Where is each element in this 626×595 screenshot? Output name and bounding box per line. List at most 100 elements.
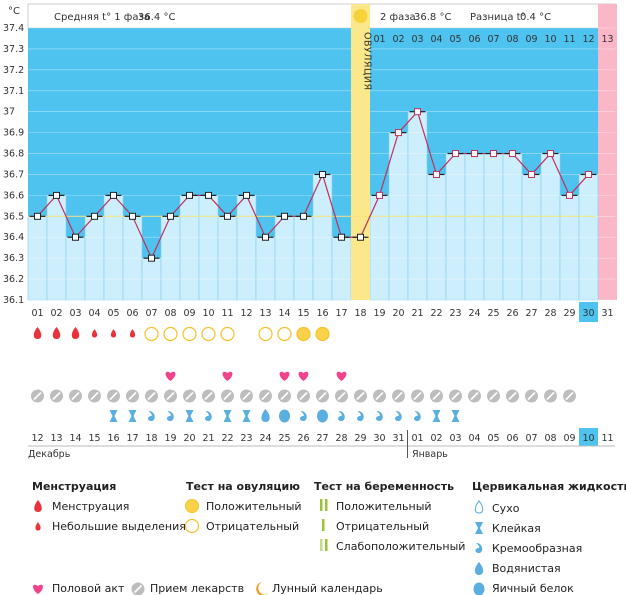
phase2-day-label: 04 — [430, 34, 442, 45]
x-day-label: 03 — [69, 308, 81, 319]
pink-column-label: 13 — [601, 34, 613, 45]
y-tick-label: 36.4 — [3, 232, 24, 243]
temp-bar — [331, 236, 352, 301]
pill-slash — [261, 391, 270, 401]
x-day-label: 25 — [487, 308, 499, 319]
cervical-creamy-icon — [394, 411, 402, 422]
month-right-label: Январь — [412, 449, 448, 460]
calendar-date-label: 28 — [335, 433, 347, 444]
calendar-date-label: 09 — [563, 433, 575, 444]
legend-menstruation-icon — [34, 500, 42, 512]
pill-slash — [508, 391, 517, 401]
intercourse-heart-icon — [298, 371, 309, 381]
y-tick-label: 37.2 — [3, 65, 24, 76]
calendar-date-label: 05 — [487, 433, 499, 444]
pill-slash — [318, 391, 327, 401]
x-day-label: 15 — [297, 308, 309, 319]
calendar-date-label: 17 — [126, 433, 138, 444]
cervical-sticky-icon — [185, 410, 194, 422]
calendar-date-label: 22 — [221, 433, 233, 444]
legend-watery-icon — [474, 562, 484, 575]
pill-slash — [546, 391, 555, 401]
temp-bar — [559, 195, 580, 301]
calendar-date-label: 07 — [525, 433, 537, 444]
calendar-date-label: 10 — [582, 433, 594, 444]
temp-point — [224, 212, 231, 220]
temp-bar — [198, 195, 219, 301]
y-tick-label: 36.7 — [3, 169, 24, 180]
pill-slash — [489, 391, 498, 401]
ovulation-label: ОВУЛЯЦИЯ — [362, 32, 373, 91]
pill-slash — [337, 391, 346, 401]
cervical-sticky-icon — [128, 410, 137, 422]
temp-bar — [65, 236, 86, 301]
intercourse-heart-icon — [279, 371, 290, 381]
temp-point — [72, 233, 79, 241]
temp-point — [186, 191, 193, 199]
phase2-label: 2 фаза — [380, 12, 416, 23]
phase1-label: Средняя t° 1 фаза — [54, 12, 150, 23]
calendar-date-label: 16 — [107, 433, 119, 444]
temp-bar — [103, 195, 124, 301]
pill-slash — [413, 391, 422, 401]
temp-point — [53, 191, 60, 199]
phase2-day-label: 02 — [392, 34, 404, 45]
pill-slash — [109, 391, 118, 401]
temp-point — [433, 170, 440, 178]
highlight-day-box — [579, 302, 598, 322]
x-day-label: 22 — [430, 308, 442, 319]
y-tick-label: 36.1 — [3, 295, 24, 306]
y-tick-label: 36.6 — [3, 190, 24, 201]
calendar-date-label: 24 — [259, 433, 271, 444]
temp-point — [566, 191, 573, 199]
cervical-creamy-icon — [147, 411, 155, 422]
ovulation-sun-icon — [353, 9, 368, 23]
calendar-date-label: 20 — [183, 433, 195, 444]
temp-point — [395, 129, 402, 137]
temp-bar — [483, 153, 504, 301]
legend-creamy-icon — [475, 543, 483, 554]
temp-point — [528, 170, 535, 178]
pill-slash — [470, 391, 479, 401]
calendar-date-label: 29 — [354, 433, 366, 444]
temp-point — [357, 233, 364, 241]
cervical-sticky-icon — [109, 410, 118, 422]
pill-slash — [375, 391, 384, 401]
pill-slash — [185, 391, 194, 401]
intercourse-heart-icon — [165, 371, 176, 381]
pill-slash — [432, 391, 441, 401]
ovtest-negative-icon — [144, 326, 159, 342]
x-day-label: 07 — [145, 308, 157, 319]
calendar-date-label: 30 — [373, 433, 385, 444]
cervical-creamy-icon — [356, 411, 364, 422]
calendar-date-label: 21 — [202, 433, 214, 444]
phase1-value: 36.4 °C — [138, 12, 175, 23]
phase2-day-label: 01 — [373, 34, 385, 45]
cervical-creamy-icon — [413, 411, 421, 422]
y-tick-label: 37.3 — [3, 44, 24, 55]
temp-point — [281, 212, 288, 220]
temp-point — [376, 191, 383, 199]
month-left-label: Декабрь — [28, 449, 71, 460]
legend-ovtest-pos-icon — [185, 499, 199, 513]
temp-bar — [255, 236, 276, 301]
calendar-date-label: 19 — [164, 433, 176, 444]
y-tick-label: 36.9 — [3, 128, 24, 139]
cervical-eggwhite-icon — [317, 409, 328, 423]
pill-slash — [52, 391, 61, 401]
pill-slash — [242, 391, 251, 401]
calendar-date-label: 11 — [601, 433, 613, 444]
legend-preg-weak-icon — [320, 539, 323, 551]
calendar-date-label: 31 — [392, 433, 404, 444]
x-day-label: 05 — [107, 308, 119, 319]
cervical-creamy-icon — [299, 411, 307, 422]
legend-spotting-icon — [35, 522, 41, 531]
cervical-watery-icon — [261, 409, 270, 422]
pill-slash — [71, 391, 80, 401]
calendar-date-label: 13 — [50, 433, 62, 444]
pill-slash — [128, 391, 137, 401]
y-tick-label: 37 — [3, 107, 15, 118]
temp-bar — [502, 153, 523, 301]
pill-slash — [90, 391, 99, 401]
temp-point — [338, 233, 345, 241]
